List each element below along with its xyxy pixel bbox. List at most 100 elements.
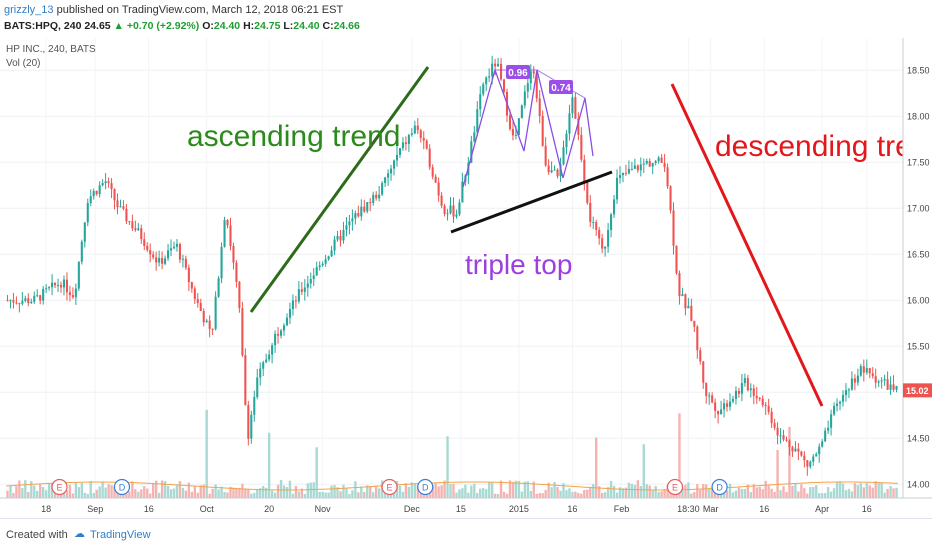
volume-bar — [892, 488, 895, 498]
open-value: 24.40 — [213, 20, 241, 32]
time-axis[interactable]: 18 Sep 16 Oct 20 Nov Dec 15 2015 16 Feb 18:30 Mar 16 A… — [41, 504, 872, 514]
candle-body — [297, 289, 300, 302]
volume-bar — [818, 493, 821, 498]
volume-bar — [264, 487, 268, 498]
event-marker-label: D — [716, 483, 723, 493]
event-marker-label: E — [672, 483, 678, 493]
time-tick-label: 18:30 — [677, 504, 700, 514]
volume-bar — [865, 482, 868, 498]
volume-bar — [487, 482, 491, 498]
change-value: +0.70 (+2.92%) — [126, 20, 200, 32]
candle-body — [18, 303, 21, 305]
event-marker[interactable] — [381, 478, 398, 496]
neckline[interactable] — [450, 170, 613, 234]
volume-bar — [770, 488, 773, 498]
event-marker[interactable] — [711, 478, 728, 496]
ascending-trend-text: ascending trend — [187, 120, 401, 153]
volume-bar — [383, 492, 387, 498]
volume-bar — [696, 484, 699, 498]
candle-body — [740, 383, 743, 394]
candle-body — [725, 403, 729, 407]
volume-bar — [342, 484, 345, 498]
candle-body — [538, 98, 541, 116]
time-tick-label: Dec — [404, 504, 421, 514]
candle-body — [862, 366, 865, 373]
tradingview-logo-icon: ☁ — [74, 528, 85, 540]
author-link[interactable]: grizzly_13 — [4, 4, 54, 16]
volume-bar — [520, 491, 524, 498]
event-marker[interactable] — [51, 478, 68, 496]
candle-body — [62, 279, 66, 288]
price-axis[interactable]: 18.5018.0017.5017.0016.5016.0015.5015.00… — [903, 66, 932, 490]
candle-body — [630, 168, 633, 170]
candle-body — [877, 381, 880, 383]
volume-bar — [829, 491, 833, 498]
volume-bar — [767, 485, 770, 498]
volume-bar — [493, 493, 497, 498]
volume-bar — [276, 484, 280, 498]
descending-trendline[interactable] — [670, 83, 824, 407]
volume-bar — [877, 483, 880, 498]
price-chart[interactable]: 0.96 0.74 ascending trend descending tre… — [0, 38, 932, 518]
candle-body — [291, 300, 294, 310]
volume-bar — [681, 487, 684, 498]
volume-bar — [229, 486, 232, 498]
tradingview-link[interactable]: TradingView — [90, 529, 151, 541]
volume-bar — [282, 485, 286, 498]
candle-body — [122, 206, 125, 209]
candle-body — [699, 350, 702, 362]
volume-bar — [262, 485, 265, 498]
candle-body — [723, 403, 726, 410]
volume-bar — [366, 485, 369, 498]
volume-bar — [482, 488, 485, 498]
volume-bar — [131, 481, 134, 498]
volume-bar — [752, 484, 755, 498]
candle-body — [410, 133, 413, 136]
volume-bar — [541, 493, 544, 498]
candle-body — [684, 294, 687, 309]
volume-bar — [345, 488, 348, 498]
candle-body — [428, 148, 431, 168]
candle-body — [678, 273, 681, 296]
candle-body — [517, 118, 520, 135]
candle-body — [574, 97, 577, 119]
volume-bar — [633, 485, 637, 498]
event-marker[interactable] — [417, 478, 434, 496]
event-marker[interactable] — [666, 478, 684, 496]
candle-body — [369, 202, 372, 204]
volume-bar — [149, 493, 152, 498]
symbol-label: BATS:HPQ, 240 — [4, 20, 82, 32]
candle-body — [532, 71, 535, 74]
volume-bar — [568, 488, 571, 498]
volume-bar — [315, 447, 318, 498]
volume-bar — [479, 488, 482, 498]
volume-bar — [797, 491, 800, 498]
ascending-trendline[interactable] — [249, 66, 430, 313]
price-tick-label: 14.50 — [907, 434, 930, 444]
low-label: L: — [283, 20, 294, 32]
time-tick-label: 16 — [759, 504, 769, 514]
volume-bar — [737, 487, 741, 498]
candle-body — [407, 135, 410, 144]
volume-bar — [270, 490, 274, 498]
candle-body — [416, 125, 419, 131]
candle-body — [74, 288, 77, 298]
volume-bar — [565, 490, 568, 498]
candle-body — [425, 140, 428, 149]
volume-bar — [731, 492, 735, 498]
candle-body — [214, 296, 217, 330]
volume-bar — [190, 491, 194, 498]
price-tick-label: 14.00 — [907, 480, 930, 490]
volume-bar — [36, 490, 39, 498]
volume-bar — [559, 490, 562, 498]
volume-bar — [708, 488, 711, 498]
candle-body — [850, 378, 853, 390]
candle-body — [624, 172, 627, 174]
volume-bar — [300, 488, 304, 498]
volume-bar — [657, 491, 660, 498]
volume-bar — [404, 483, 408, 498]
volume-bar — [856, 485, 860, 498]
volume-bar — [160, 480, 164, 498]
event-marker[interactable] — [113, 478, 131, 496]
volume-bar — [357, 492, 360, 498]
